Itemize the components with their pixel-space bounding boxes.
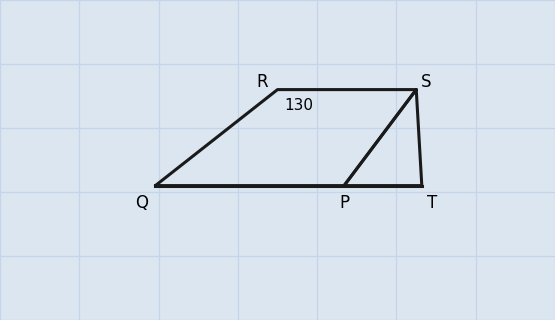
- Text: T: T: [427, 194, 437, 212]
- Text: S: S: [421, 73, 431, 91]
- Text: 130: 130: [284, 98, 313, 113]
- Text: R: R: [256, 73, 268, 91]
- Text: P: P: [339, 194, 349, 212]
- Text: Q: Q: [135, 194, 148, 212]
